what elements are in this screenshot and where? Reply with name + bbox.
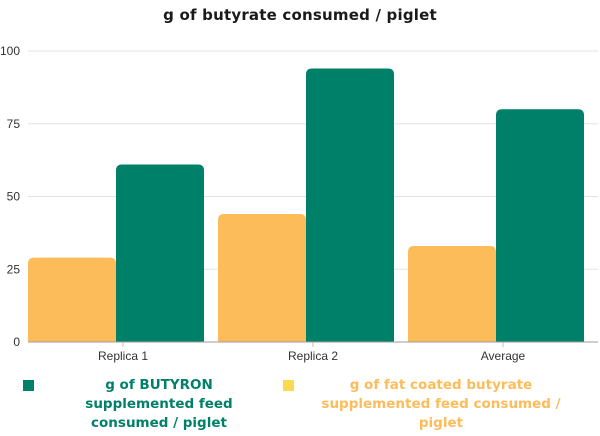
bar (408, 245, 496, 342)
y-tick-label: 50 (7, 190, 21, 204)
legend-item-fat-coated: g of fat coated butyrate supplemented fe… (283, 376, 583, 432)
legend-label-butyron: g of BUTYRON supplemented feed consumed … (85, 377, 233, 431)
chart-title: g of butyrate consumed / piglet (163, 6, 437, 24)
x-tick-label: Replica 1 (98, 349, 148, 363)
legend-swatch-butyron (23, 380, 34, 391)
y-tick-label: 0 (13, 335, 20, 349)
legend-swatch-fat-coated (283, 380, 294, 391)
bar (496, 109, 584, 342)
bar (306, 68, 394, 343)
bar (116, 164, 204, 342)
y-tick-label: 25 (7, 262, 21, 276)
x-tick-label: Replica 2 (288, 349, 338, 363)
legend-item-butyron: g of BUTYRON supplemented feed consumed … (23, 376, 263, 432)
bar (218, 213, 306, 342)
y-tick-label: 75 (7, 117, 21, 131)
x-tick-label: Average (481, 349, 526, 363)
bar (28, 257, 116, 342)
legend-label-fat-coated: g of fat coated butyrate supplemented fe… (321, 377, 561, 431)
y-tick-label: 100 (0, 44, 20, 58)
